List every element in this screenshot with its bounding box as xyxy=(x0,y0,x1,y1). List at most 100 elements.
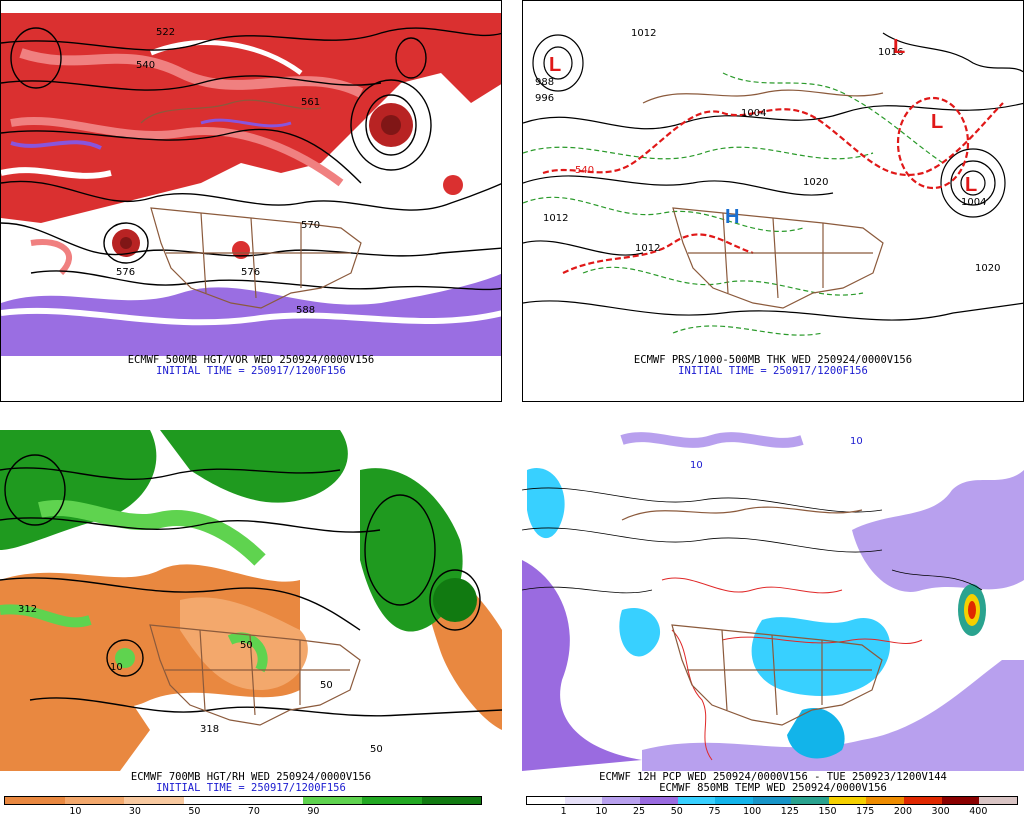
contour-label: 588 xyxy=(296,305,315,316)
contour-label: 1004 xyxy=(961,197,986,208)
colorbar-tick-label: 10 xyxy=(69,806,82,817)
contour-label: 10 xyxy=(690,460,703,471)
panel-precip-850temp: 10 10 xyxy=(522,430,1024,819)
colorbar-swatch xyxy=(677,797,716,804)
contour-label: 988 xyxy=(535,77,554,88)
colorbar-swatch xyxy=(64,797,124,804)
caption-850mb-temp: ECMWF 850MB TEMP WED 250924/0000V156 xyxy=(659,782,887,794)
colorbar-swatch xyxy=(124,797,184,804)
contour-label: 1020 xyxy=(803,177,828,188)
colorbar-tick-label: 50 xyxy=(188,806,201,817)
colorbar-swatch xyxy=(602,797,641,804)
rh-colorbar xyxy=(4,796,482,805)
contour-label: 1020 xyxy=(975,263,1000,274)
colorbar-swatch xyxy=(527,797,565,804)
contour-label: 1012 xyxy=(635,243,660,254)
contour-label: 522 xyxy=(156,27,175,38)
caption-500mb: ECMWF 500MB HGT/VOR WED 250924/0000V156 xyxy=(127,354,375,366)
contour-label: 540 xyxy=(575,165,594,176)
map-borders xyxy=(140,99,362,309)
caption-700mb: ECMWF 700MB HGT/RH WED 250924/0000V156 xyxy=(130,771,372,783)
contour-label: 50 xyxy=(240,640,253,651)
low-pressure-symbol: L xyxy=(893,36,905,58)
colorbar-swatch xyxy=(790,797,829,804)
colorbar-tick-label: 30 xyxy=(128,806,141,817)
map-borders xyxy=(149,624,361,726)
contour-label: 1016 xyxy=(878,47,903,58)
panel-500mb-hgt-vor: 522 540 561 570 576 576 588 xyxy=(0,0,502,402)
colorbar-tick-label: 200 xyxy=(893,806,912,817)
colorbar-swatch xyxy=(421,797,481,804)
high-pressure-symbol: H xyxy=(725,206,739,228)
pressure-contours xyxy=(523,32,1023,321)
low-pressure-symbol: L xyxy=(965,174,977,196)
contour-label: 50 xyxy=(320,680,333,691)
map-pressure-thickness: 1012 1004 1020 1012 1004 1020 540 1016 9… xyxy=(523,13,1023,356)
colorbar-swatch xyxy=(903,797,942,804)
panel-prs-thickness: 1012 1004 1020 1012 1004 1020 540 1016 9… xyxy=(522,0,1024,402)
contour-label: 50 xyxy=(370,744,383,755)
contour-label: 1012 xyxy=(631,28,656,39)
contour-label: 570 xyxy=(301,220,320,231)
rh-colorbar-ticks: 10 30 50 70 90 xyxy=(4,806,480,818)
init-time-500mb: INITIAL TIME = 250917/1200F156 xyxy=(156,365,346,377)
colorbar-swatch xyxy=(753,797,791,804)
contour-label: 576 xyxy=(116,267,135,278)
colorbar-tick-label: 175 xyxy=(856,806,875,817)
colorbar-tick-label: 125 xyxy=(780,806,799,817)
colorbar-swatch xyxy=(183,797,243,804)
map-700mb-relative-humidity: 312 50 50 10 318 50 xyxy=(0,430,502,771)
negative-vorticity-shading xyxy=(1,118,501,356)
colorbar-swatch xyxy=(564,797,603,804)
low-pressure-symbol: L xyxy=(931,111,943,133)
colorbar-swatch xyxy=(979,797,1017,804)
colorbar-tick-label: 25 xyxy=(633,806,646,817)
contour-label: 312 xyxy=(18,604,37,615)
temperature-contours-cold xyxy=(522,487,983,594)
colorbar-swatch xyxy=(828,797,867,804)
contour-label: 318 xyxy=(200,724,219,735)
contour-label: 576 xyxy=(241,267,260,278)
colorbar-swatch xyxy=(5,797,65,804)
colorbar-tick-label: 75 xyxy=(708,806,721,817)
contour-label: 10 xyxy=(110,662,123,673)
rh-shading xyxy=(0,430,502,771)
pressure-symbols: L L L L xyxy=(549,36,977,196)
colorbar-tick-label: 1 xyxy=(560,806,567,817)
contour-labels: 1012 1004 1020 1012 1004 1020 540 1016 9… xyxy=(535,28,1000,274)
temperature-contours xyxy=(661,577,923,761)
colorbar-swatch xyxy=(941,797,980,804)
thickness-contours xyxy=(523,72,944,336)
high-pressure-symbols: H xyxy=(725,206,739,228)
height-contours xyxy=(1,27,501,291)
colorbar-tick-label: 70 xyxy=(247,806,260,817)
colorbar-tick-label: 100 xyxy=(743,806,762,817)
precip-shading xyxy=(522,432,1024,771)
panel-700mb-hgt-rh: 312 50 50 10 318 50 xyxy=(0,430,502,819)
colorbar-swatch xyxy=(640,797,678,804)
init-time-700mb: INITIAL TIME = 250917/1200F156 xyxy=(156,782,346,794)
caption-12h-precip: ECMWF 12H PCP WED 250924/0000V156 - TUE … xyxy=(599,771,947,783)
colorbar-tick-label: 150 xyxy=(818,806,837,817)
precip-colorbar xyxy=(526,796,1018,805)
contour-label: 1004 xyxy=(741,108,766,119)
init-time-prs-thk: INITIAL TIME = 250917/1200F156 xyxy=(678,365,868,377)
colorbar-tick-label: 300 xyxy=(931,806,950,817)
map-precip-850-temperature: 10 10 xyxy=(522,430,1024,771)
contour-label: 10 xyxy=(850,436,863,447)
colorbar-swatch xyxy=(715,797,754,804)
colorbar-tick-label: 90 xyxy=(307,806,320,817)
colorbar-swatch xyxy=(243,797,303,804)
map-borders xyxy=(621,506,883,726)
height-contours xyxy=(0,454,502,717)
colorbar-swatch xyxy=(362,797,422,804)
colorbar-tick-label: 400 xyxy=(969,806,988,817)
colorbar-swatch xyxy=(866,797,904,804)
contour-label: 1012 xyxy=(543,213,568,224)
contour-labels: 312 50 50 10 318 50 xyxy=(18,604,383,755)
caption-prs-thk: ECMWF PRS/1000-500MB THK WED 250924/0000… xyxy=(633,354,913,366)
thickness-540-line xyxy=(542,96,1004,274)
contour-labels: 10 10 xyxy=(690,436,863,471)
map-borders xyxy=(642,89,884,309)
precip-colorbar-ticks: 1 10 25 50 75 100 125 150 175 200 300 400 xyxy=(526,806,1016,818)
